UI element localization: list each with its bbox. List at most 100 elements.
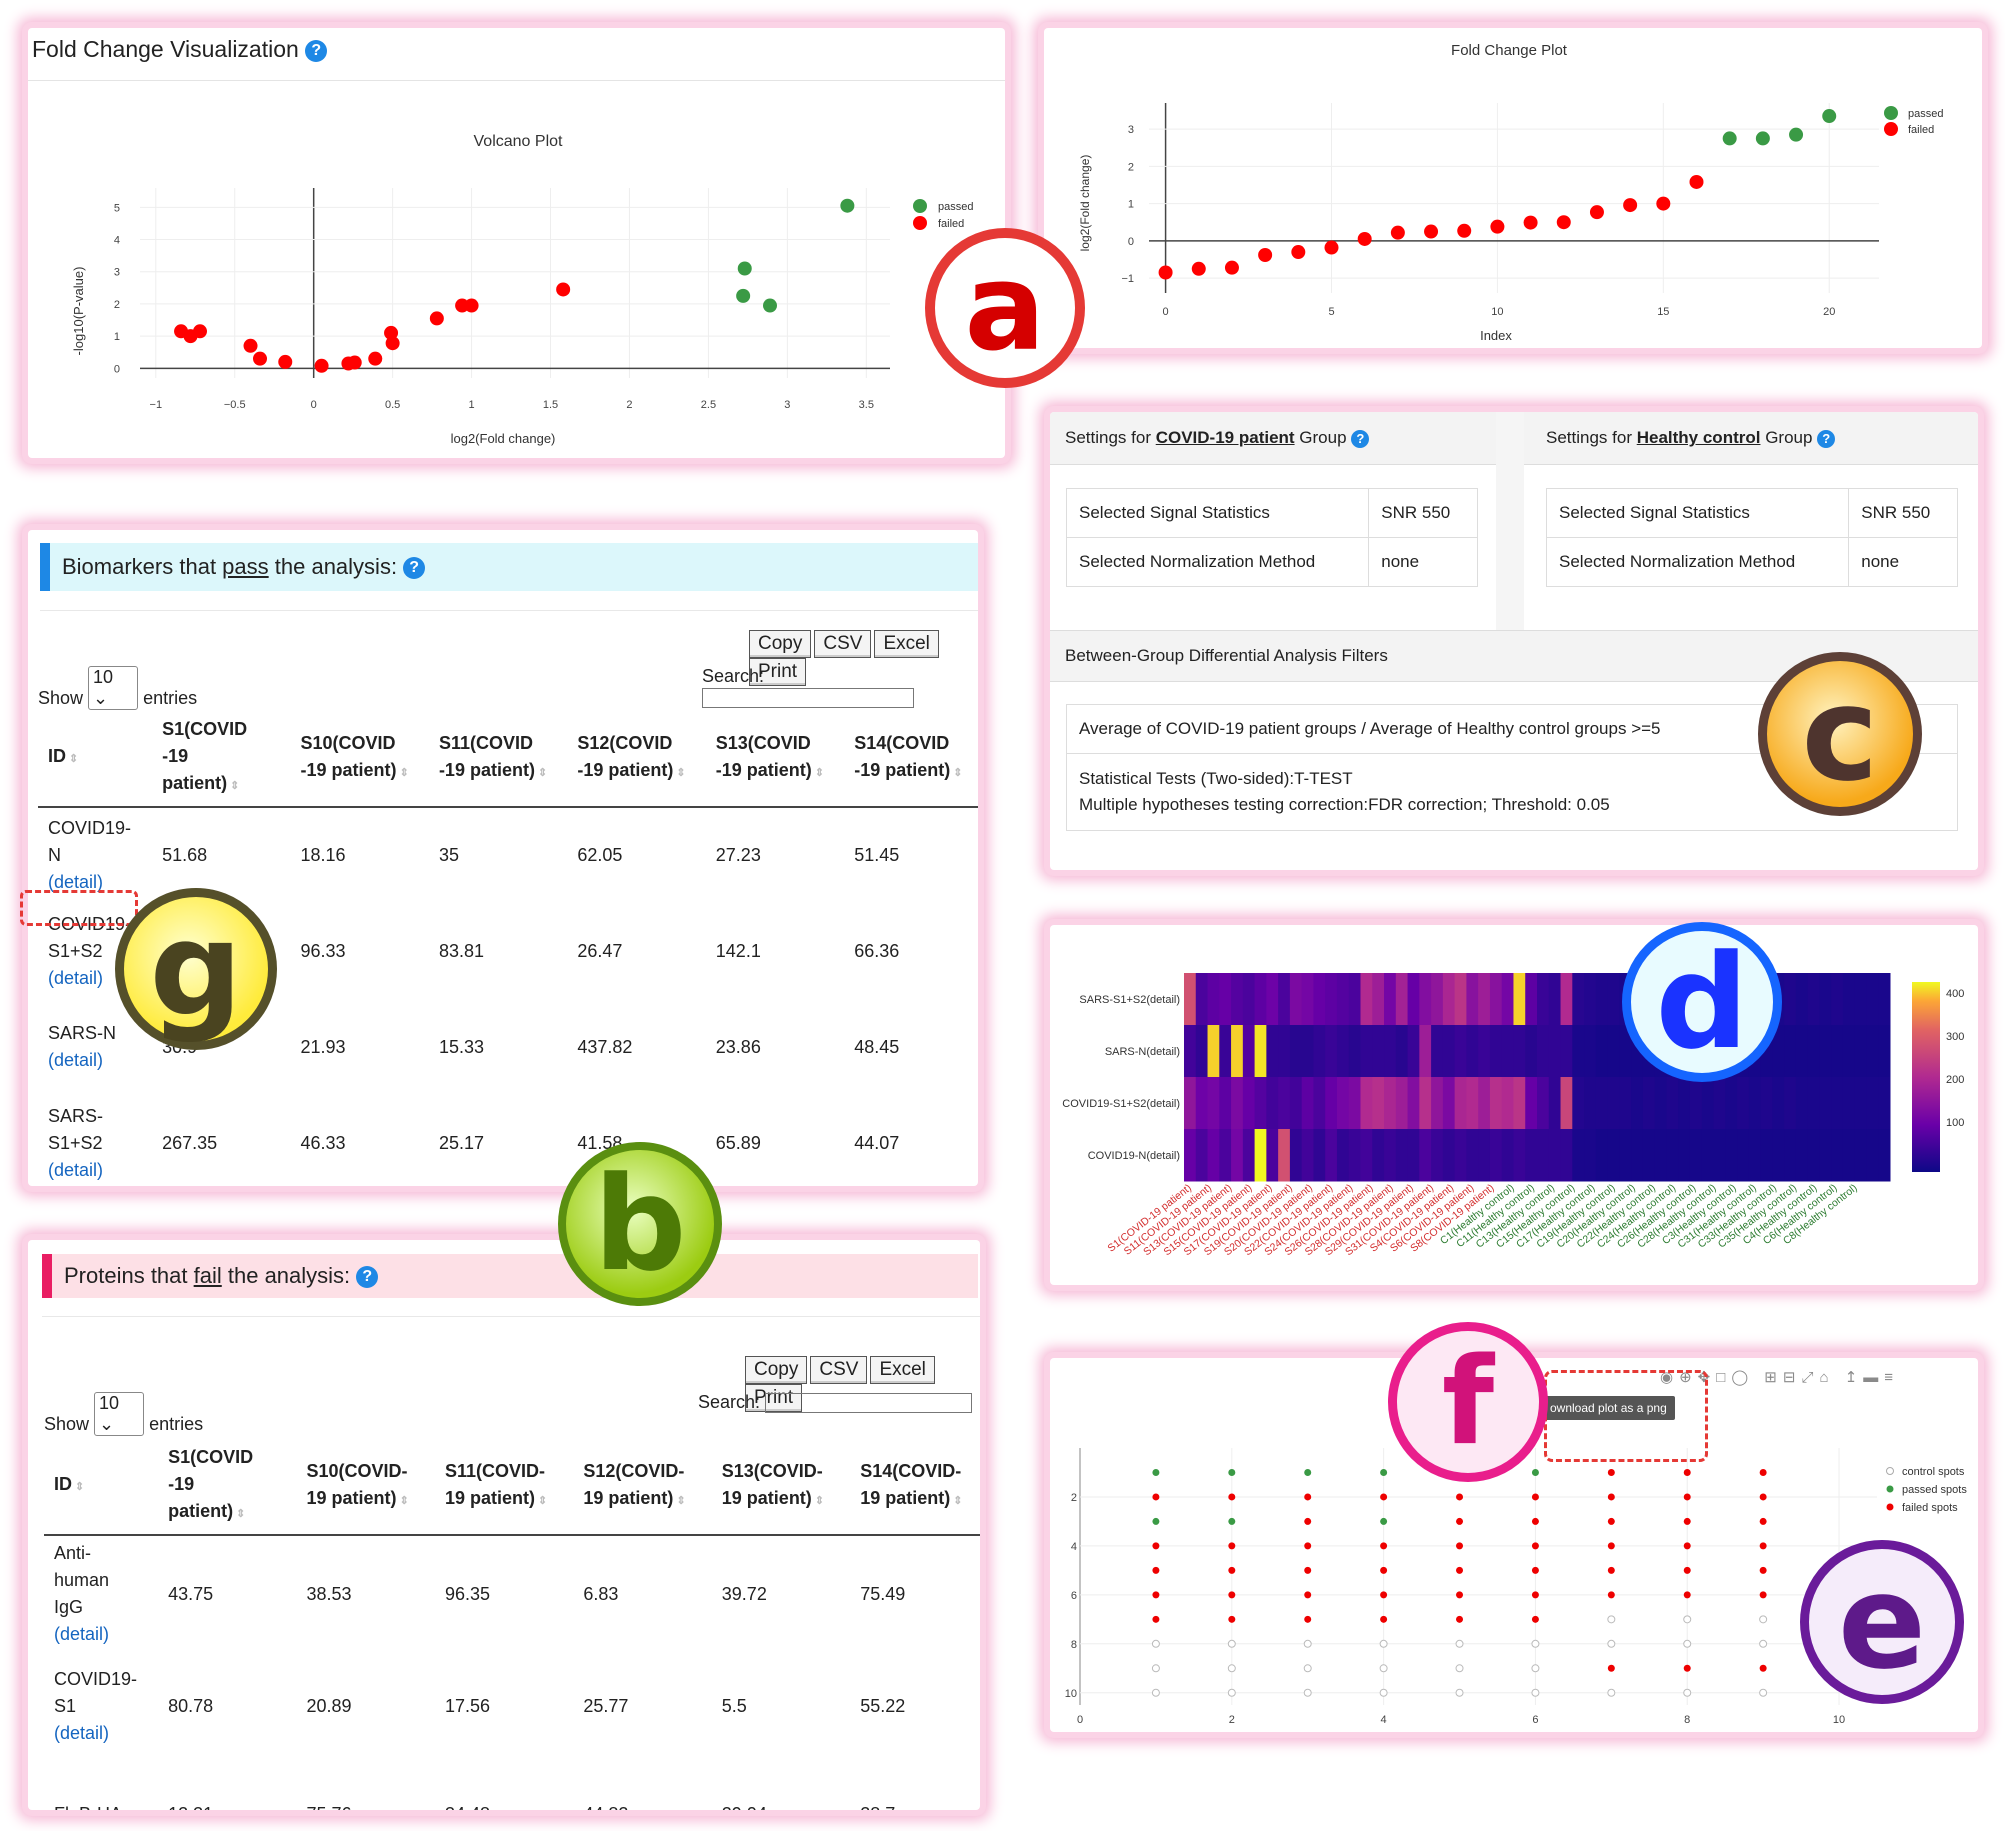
sort-icon[interactable]: ⇕	[72, 1481, 85, 1493]
spot-control-spots	[1607, 1639, 1616, 1648]
sort-icon[interactable]: ⇕	[534, 766, 548, 779]
detail-link[interactable]: (detail)	[54, 1722, 110, 1743]
detail-link[interactable]: (detail)	[48, 967, 104, 988]
data-point-failed	[1623, 198, 1638, 213]
heatmap-cell	[1654, 1129, 1667, 1182]
sort-icon[interactable]: ⇕	[811, 1494, 825, 1507]
detail-link[interactable]: (detail)	[54, 1624, 110, 1644]
id-column-header[interactable]: ID ⇕	[54, 1474, 85, 1494]
spot-passed-spots	[1380, 1468, 1388, 1476]
spot-failed-spots	[1456, 1493, 1464, 1501]
sort-icon[interactable]: ⇕	[396, 766, 409, 779]
column-header[interactable]: S12(COVID-19 patient) ⇕	[577, 732, 686, 780]
detail-link[interactable]: (detail)	[48, 872, 104, 892]
entries-select[interactable]: 10 ⌄	[94, 1392, 145, 1436]
copy-button[interactable]: Copy	[749, 630, 812, 658]
sort-icon[interactable]: ⇕	[396, 1494, 409, 1507]
csv-button[interactable]: CSV	[814, 630, 872, 658]
sort-icon[interactable]: ⇕	[66, 753, 79, 765]
lasso-icon[interactable]: ◯	[1731, 1369, 1755, 1386]
help-icon[interactable]: ?	[356, 1266, 379, 1289]
x-tick-label: 2	[1229, 1714, 1235, 1726]
box-select-icon[interactable]: □	[1716, 1369, 1732, 1386]
sort-icon[interactable]: ⇕	[673, 1494, 686, 1507]
help-icon[interactable]: ?	[403, 557, 426, 580]
excel-button[interactable]: Excel	[870, 1356, 935, 1384]
sort-icon[interactable]: ⇕	[950, 1494, 963, 1507]
column-header[interactable]: S11(COVID-19 patient) ⇕	[438, 732, 548, 780]
spot-control-spots	[1759, 1688, 1768, 1697]
heatmap-cell	[1325, 1025, 1338, 1078]
heatmap-cell	[1619, 1077, 1632, 1130]
spot-control-spots	[1227, 1639, 1236, 1648]
zoom-icon[interactable]: ⊕	[1679, 1369, 1698, 1386]
heatmap-cell	[1619, 1129, 1632, 1182]
spike-icon[interactable]: ↥	[1844, 1369, 1864, 1386]
column-header[interactable]: S13(COVID-19 patient) ⇕	[721, 1460, 825, 1508]
heatmap-cell	[1278, 1077, 1291, 1130]
heatmap-cell	[1642, 1077, 1656, 1130]
heatmap-cell	[1548, 1025, 1562, 1078]
sort-icon[interactable]: ⇕	[673, 766, 686, 779]
copy-button[interactable]: Copy	[745, 1356, 808, 1384]
export-buttons: Copy CSV Excel Print	[746, 630, 978, 686]
zoom-in-icon[interactable]: ⊞	[1764, 1369, 1783, 1386]
heatmap-cell	[1301, 973, 1314, 1026]
heatmap-cell	[1701, 1077, 1714, 1130]
sort-icon[interactable]: ⇕	[227, 780, 240, 792]
entries-select[interactable]: 10 ⌄	[88, 666, 139, 710]
column-header[interactable]: S12(COVID-19 patient) ⇕	[583, 1460, 686, 1508]
table-cell: 38.53	[306, 1583, 352, 1604]
y-tick-label: 0	[1128, 236, 1134, 248]
heatmap-cell	[1242, 973, 1256, 1026]
detail-link[interactable]: (detail)	[48, 1050, 104, 1070]
heatmap-cell	[1231, 973, 1244, 1026]
heatmap-cell	[1560, 1129, 1573, 1182]
table-row: COVID19- N (detail) 51.68 18.16 35 62.05 27.23 5…	[38, 807, 978, 903]
column-header[interactable]: S1(COVID -19 patient) ⇕	[162, 719, 248, 793]
id-column-header[interactable]: ID ⇕	[48, 746, 79, 766]
csv-button[interactable]: CSV	[810, 1356, 868, 1384]
heatmap-cell	[1219, 1077, 1232, 1130]
column-header[interactable]: S13(COVID-19 patient) ⇕	[715, 732, 825, 780]
column-header[interactable]: S14(COVID-19 patient) ⇕	[860, 1460, 963, 1508]
heatmap-cell	[1231, 1025, 1244, 1078]
help-icon[interactable]: ?	[1817, 429, 1836, 448]
x-tick-label: 10	[1833, 1714, 1845, 1726]
help-icon[interactable]: ?	[1351, 429, 1370, 448]
column-header[interactable]: S11(COVID-19 patient) ⇕	[444, 1460, 548, 1508]
hover-compare-icon[interactable]: ≡	[1884, 1369, 1900, 1386]
hover-closest-icon[interactable]: ▬	[1863, 1369, 1885, 1386]
heatmap-cell	[1407, 1077, 1420, 1130]
sort-icon[interactable]: ⇕	[950, 766, 963, 779]
zoom-out-icon[interactable]: ⊟	[1782, 1369, 1802, 1386]
heatmap-cell	[1560, 1025, 1573, 1078]
spot-failed-spots	[1304, 1591, 1312, 1599]
help-icon[interactable]: ?	[305, 39, 328, 62]
sort-icon[interactable]: ⇕	[811, 766, 825, 779]
plot-title: Fold Change Plot	[1451, 42, 1568, 59]
detail-link[interactable]: (detail)	[48, 1159, 104, 1180]
column-header[interactable]: S10(COVID-19 patient) ⇕	[300, 732, 409, 780]
heatmap-cell	[1795, 1077, 1809, 1130]
sort-icon[interactable]: ⇕	[233, 1508, 246, 1520]
heatmap-cell	[1501, 973, 1514, 1026]
column-header[interactable]: S1(COVID -19 patient) ⇕	[168, 1447, 254, 1521]
search-input[interactable]	[765, 1393, 973, 1414]
print-button[interactable]: Print	[745, 1384, 803, 1412]
reset-icon[interactable]: ⌂	[1819, 1369, 1835, 1386]
sort-icon[interactable]: ⇕	[534, 1494, 548, 1507]
heatmap-cell	[1242, 1129, 1256, 1182]
print-button[interactable]: Print	[749, 658, 807, 686]
excel-button[interactable]: Excel	[874, 630, 939, 658]
y-tick-label: 1	[114, 331, 120, 343]
autoscale-icon[interactable]: ⤢	[1801, 1369, 1820, 1386]
heatmap-cell	[1842, 1129, 1856, 1182]
column-header[interactable]: S14(COVID-19 patient) ⇕	[854, 732, 963, 780]
search-input[interactable]	[702, 688, 914, 709]
heatmap-cell	[1631, 1077, 1644, 1130]
camera-icon[interactable]: ◉	[1660, 1369, 1680, 1386]
column-header[interactable]: S10(COVID-19 patient) ⇕	[306, 1460, 409, 1508]
heatmap-cell	[1489, 973, 1503, 1026]
x-axis-label: Index	[1480, 328, 1512, 343]
